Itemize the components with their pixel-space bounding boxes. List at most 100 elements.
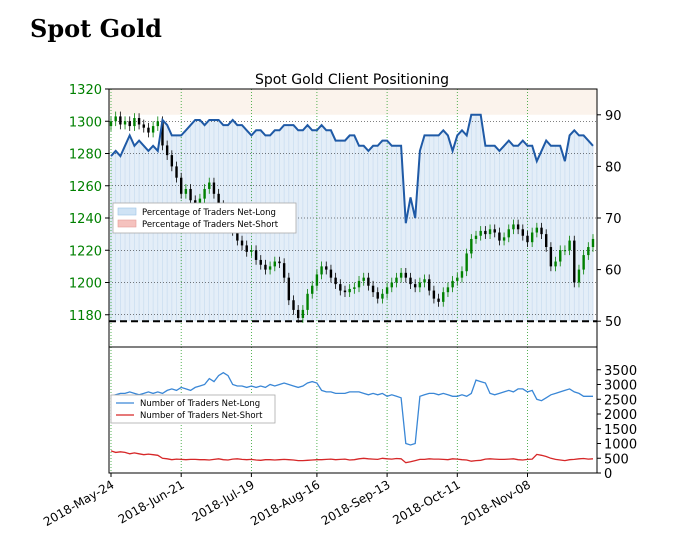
candle: [507, 224, 510, 243]
x-tick-label: 2018-Sep-13: [319, 477, 393, 528]
candle-body: [465, 253, 468, 272]
candle: [114, 111, 117, 127]
candle: [320, 261, 323, 280]
legend-box: [112, 202, 297, 234]
candle: [282, 258, 286, 283]
candle-body: [175, 166, 178, 178]
lower-frame: [108, 346, 598, 474]
candle: [264, 259, 267, 275]
candle-body: [367, 277, 370, 286]
candle-body: [559, 250, 562, 262]
count-net-long-line: [110, 371, 593, 446]
upper-legend: Percentage of Traders Net-Long Percentage…: [112, 202, 297, 234]
candle-body: [165, 145, 169, 156]
page-title: Spot Gold: [30, 14, 162, 43]
candle: [479, 226, 482, 241]
candle-body: [516, 224, 520, 230]
price-tick-label: 1240: [69, 212, 102, 227]
candle: [306, 288, 309, 315]
candle-body: [484, 230, 487, 235]
candle-body: [357, 280, 361, 288]
candle-body: [156, 121, 159, 127]
price-tick-label: 1200: [69, 277, 102, 292]
candle: [296, 305, 300, 323]
count-tick-label: 2000: [604, 408, 637, 423]
candle-body: [577, 269, 581, 283]
candle: [371, 280, 375, 298]
candle: [184, 184, 188, 199]
candle-body: [474, 235, 478, 239]
candle: [451, 276, 454, 293]
candle-body: [179, 177, 183, 194]
candle-body: [573, 240, 576, 283]
candle-body: [212, 182, 216, 194]
candle-body: [549, 247, 553, 267]
price-tick-label: 1320: [69, 83, 102, 98]
candle-body: [334, 277, 337, 285]
candle-body: [301, 309, 305, 318]
candle-body: [442, 292, 445, 302]
candle-body: [203, 188, 206, 199]
legend-box: [110, 394, 276, 424]
candle-body: [311, 285, 314, 294]
candle: [151, 121, 155, 138]
candle: [315, 269, 319, 291]
candle: [301, 305, 305, 323]
count-net-short-line: [110, 450, 594, 464]
candle-body: [554, 261, 557, 267]
price-tick-label: 1220: [69, 244, 102, 259]
candle-body: [184, 188, 188, 194]
legend-swatch: [117, 207, 137, 216]
candle: [442, 287, 445, 307]
candle: [568, 235, 571, 256]
candle-body: [254, 250, 258, 260]
candle-body: [507, 229, 510, 238]
candle: [123, 116, 127, 130]
candle-body: [521, 229, 525, 236]
candle-body: [259, 259, 262, 265]
percent-tick-label: 60: [605, 264, 622, 279]
candle-body: [404, 272, 408, 278]
candle-body: [170, 155, 174, 167]
candle: [240, 235, 244, 251]
candle: [147, 122, 150, 138]
candle: [432, 285, 436, 304]
candle: [493, 224, 496, 238]
candle-body: [217, 193, 220, 206]
candle-body: [137, 118, 141, 125]
candle: [339, 279, 342, 296]
candle-body: [418, 282, 422, 288]
candle: [437, 293, 440, 307]
candle: [573, 235, 576, 288]
candle-body: [142, 124, 145, 128]
candle-body: [109, 121, 113, 127]
candle: [559, 245, 562, 267]
candle: [278, 256, 281, 268]
candle: [484, 226, 487, 239]
candle: [353, 282, 356, 294]
candle: [545, 229, 548, 252]
count-tick-label: 1500: [604, 423, 637, 438]
candle-body: [371, 285, 375, 293]
candle-body: [128, 121, 131, 127]
candle: [399, 267, 403, 283]
candle-body: [348, 288, 351, 293]
candle: [287, 272, 291, 306]
candle: [446, 282, 450, 298]
x-tick-label: 2018-Nov-08: [459, 477, 533, 528]
count-tick-label: 500: [604, 452, 629, 467]
percent-tick-label: 80: [605, 160, 622, 175]
candle-body: [147, 127, 150, 133]
candle: [404, 267, 408, 283]
candle-body: [114, 116, 117, 122]
candle: [587, 242, 590, 260]
candle-body: [591, 238, 595, 248]
candle-body: [399, 272, 403, 278]
candle: [203, 184, 206, 204]
candle-body: [273, 261, 276, 267]
x-axis: 2018-May-24 2018-Jun-21 2018-Jul-192018-Au…: [41, 473, 533, 529]
candle-body: [362, 277, 365, 281]
candle-body: [563, 250, 567, 252]
